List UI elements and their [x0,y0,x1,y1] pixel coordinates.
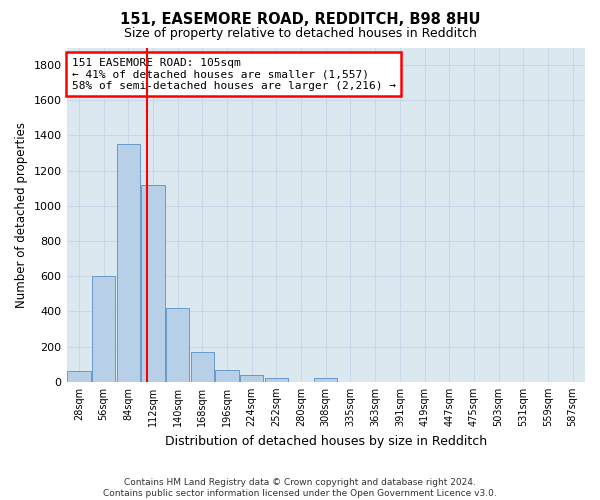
Text: 151, EASEMORE ROAD, REDDITCH, B98 8HU: 151, EASEMORE ROAD, REDDITCH, B98 8HU [120,12,480,28]
Text: Contains HM Land Registry data © Crown copyright and database right 2024.
Contai: Contains HM Land Registry data © Crown c… [103,478,497,498]
Bar [215,370,239,382]
Bar [265,378,288,382]
X-axis label: Distribution of detached houses by size in Redditch: Distribution of detached houses by size … [165,434,487,448]
Text: Size of property relative to detached houses in Redditch: Size of property relative to detached ho… [124,28,476,40]
Bar [166,308,190,382]
Bar [141,184,164,382]
Bar [314,378,337,382]
Bar [240,375,263,382]
Bar [92,276,115,382]
Y-axis label: Number of detached properties: Number of detached properties [15,122,28,308]
Bar [67,371,91,382]
Text: 151 EASEMORE ROAD: 105sqm
← 41% of detached houses are smaller (1,557)
58% of se: 151 EASEMORE ROAD: 105sqm ← 41% of detac… [72,58,396,90]
Bar [191,352,214,382]
Bar [116,144,140,382]
